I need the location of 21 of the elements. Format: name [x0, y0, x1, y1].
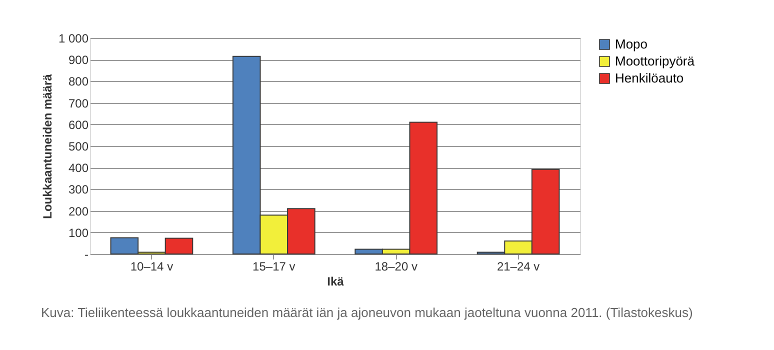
y-tick-label: 100 [68, 226, 89, 240]
y-tick-label: 300 [68, 182, 89, 197]
x-tick-label: 18–20 v [374, 260, 418, 274]
y-tick-label: 500 [68, 140, 89, 154]
x-tick-label: 15–17 v [252, 260, 296, 274]
y-axis-title: Loukkaantuneiden määrä [40, 74, 54, 219]
y-tick-label: 700 [68, 96, 89, 110]
x-tick-label: 10–14 v [130, 260, 174, 274]
y-tick-label: - [84, 248, 88, 262]
y-tick-label: 800 [68, 74, 89, 89]
legend-label: Mopo [615, 36, 648, 52]
y-tick-label: 200 [68, 204, 89, 218]
x-tick-label: 21–24 v [496, 260, 540, 274]
legend-label: Henkilöauto [615, 70, 684, 86]
y-tick-label: 1 000 [58, 32, 89, 46]
legend-label: Moottoripyörä [615, 54, 696, 68]
y-tick-label: 900 [68, 53, 89, 68]
y-tick-label: 600 [68, 118, 89, 132]
text: Kuva: Tieliikenteessä loukkaantuneiden määrät iän ja ajoneuvon mukaan jaoteltuna vuonna 2011. (Tilastokeskus) [40, 305, 693, 320]
y-tick-label: 400 [68, 161, 89, 176]
x-axis-title: Ikä [327, 274, 344, 288]
